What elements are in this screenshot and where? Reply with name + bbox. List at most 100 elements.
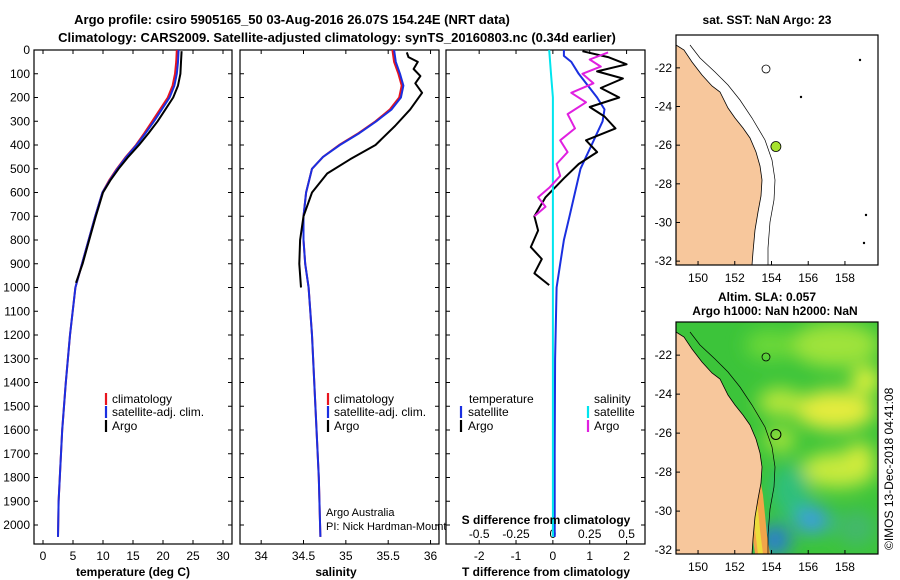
legend-s-satellite-label: satellite [594, 405, 635, 419]
sla-map-title-line-1: Altim. SLA: 0.057 [718, 290, 816, 304]
depth-tick-label: 1400 [3, 376, 30, 390]
header-line-2: Climatology: CARS2009. Satellite-adjuste… [58, 30, 616, 45]
depth-tick-label: 2000 [3, 518, 30, 532]
s-tick-label: -0.25 [502, 527, 530, 541]
temperature-axis-label: temperature (deg C) [76, 565, 190, 579]
lon-tick-label: 156 [798, 560, 818, 574]
depth-tick-label: 1100 [4, 304, 30, 318]
legend-climatology-label: climatology [334, 392, 394, 406]
lon-tick-label: 150 [688, 271, 708, 285]
difference-panel: -2 -1 0 1 2 -0.5 -0.25 0 0.25 0.5 temperature sa… [445, 49, 646, 579]
lon-tick-label: 158 [835, 271, 855, 285]
temperature-panel: 0100200300400500600700800900100011001200… [3, 43, 233, 579]
legend-s-argo-label: Argo [594, 419, 620, 433]
s-tick-label: 0.25 [578, 527, 602, 541]
x-tick-label: 5 [70, 549, 77, 563]
x-tick-label: 20 [156, 549, 170, 563]
difference-plot-frame [445, 49, 646, 545]
sla-map: Altim. SLA: 0.057 Argo h1000: NaN h2000:… [655, 290, 879, 574]
legend-argo-label: Argo [112, 419, 138, 433]
temperature-legend: climatology satellite-adj. clim. Argo [104, 392, 204, 433]
t-difference-axis-label: T difference from climatology [462, 565, 630, 579]
credit-line-1: Argo Australia [326, 507, 395, 519]
sst-map-isobath [689, 44, 776, 265]
legend-climatology-label: climatology [112, 392, 172, 406]
depth-tick-label: 900 [10, 257, 30, 271]
lon-tick-label: 152 [725, 560, 745, 574]
x-tick-label: 35 [339, 549, 353, 563]
lat-tick-label: -26 [655, 426, 673, 440]
salinity-plot-frame [239, 49, 440, 545]
depth-tick-label: 1500 [3, 399, 30, 413]
depth-tick-label: 700 [10, 209, 30, 223]
depth-tick-label: 1900 [3, 494, 30, 508]
x-tick-label: 34 [254, 549, 268, 563]
t-difference-axis-ticks: -2 -1 0 1 2 [474, 50, 630, 563]
lon-tick-label: 154 [761, 271, 781, 285]
s-tick-label: 0.5 [618, 527, 635, 541]
lat-tick-label: -24 [655, 387, 673, 401]
depth-tick-label: 1300 [3, 352, 30, 366]
sst-map-land [676, 44, 763, 265]
x-tick-label: 2 [623, 549, 630, 563]
x-tick-label: -1 [511, 549, 522, 563]
legend-salinity-heading: salinity [594, 392, 631, 406]
lat-tick-label: -24 [655, 100, 673, 114]
sst-map-island [864, 213, 868, 217]
imos-timestamp: ©IMOS 13-Dec-2018 04:41:08 [882, 387, 896, 550]
sst-map-island [799, 95, 803, 99]
sst-map-island [858, 58, 862, 62]
depth-tick-label: 400 [10, 138, 30, 152]
lon-tick-label: 156 [798, 271, 818, 285]
series-temperature-satellite [553, 50, 606, 537]
x-tick-label: -2 [474, 549, 485, 563]
lat-tick-label: -30 [655, 504, 673, 518]
depth-tick-label: 800 [10, 233, 30, 247]
depth-tick-label: 1800 [3, 471, 30, 485]
depth-tick-label: 300 [10, 114, 30, 128]
salinity-axis-ticks: 34 34.5 35 35.5 36 [254, 50, 438, 563]
credit-line-2: PI: Nick Hardman-Mountford [326, 521, 465, 533]
legend-temperature-heading: temperature [469, 392, 534, 406]
depth-tick-label: 1700 [3, 447, 30, 461]
lon-tick-label: 152 [725, 271, 745, 285]
series-argo [75, 51, 183, 284]
x-tick-label: 1 [586, 549, 593, 563]
lat-tick-label: -26 [655, 138, 673, 152]
x-tick-label: 0 [40, 549, 47, 563]
legend-satellite-label: satellite-adj. clim. [334, 405, 426, 419]
lat-tick-label: -22 [655, 348, 673, 362]
lat-tick-label: -28 [655, 465, 673, 479]
sst-map-island [761, 64, 771, 74]
difference-legend: temperature satellite Argo salinity sate… [459, 392, 635, 433]
lat-tick-label: -30 [655, 215, 673, 229]
depth-tick-label: 1200 [3, 328, 30, 342]
sst-argo-position-marker [770, 141, 782, 152]
depth-tick-label: 100 [10, 67, 30, 81]
series-temperature-argo [529, 50, 628, 286]
sst-map-island [862, 241, 866, 245]
x-tick-label: 10 [96, 549, 110, 563]
sst-map-title: sat. SST: NaN Argo: 23 [703, 13, 832, 27]
legend-satellite-label: satellite-adj. clim. [112, 405, 204, 419]
temperature-plot-frame [33, 49, 233, 545]
sla-map-frame [675, 321, 879, 555]
series-salinity-argo [533, 51, 609, 218]
lat-tick-label: -32 [655, 543, 673, 557]
sla-argo-position-marker [770, 428, 782, 440]
s-difference-title: S difference from climatology [462, 513, 631, 527]
depth-tick-label: 0 [23, 43, 30, 57]
series-satellite-adj-clim- [302, 49, 405, 537]
salinity-axis-label: salinity [315, 565, 357, 579]
depth-tick-label: 1600 [3, 423, 30, 437]
sla-map-isobath [689, 331, 776, 554]
sla-map-land [676, 331, 763, 554]
legend-argo-label: Argo [334, 419, 360, 433]
x-tick-label: 25 [186, 549, 200, 563]
depth-tick-label: 500 [10, 162, 30, 176]
series-salinity-satellite [548, 49, 554, 537]
x-tick-label: 36 [424, 549, 438, 563]
x-tick-label: 0 [550, 549, 557, 563]
depth-tick-label: 600 [10, 186, 30, 200]
